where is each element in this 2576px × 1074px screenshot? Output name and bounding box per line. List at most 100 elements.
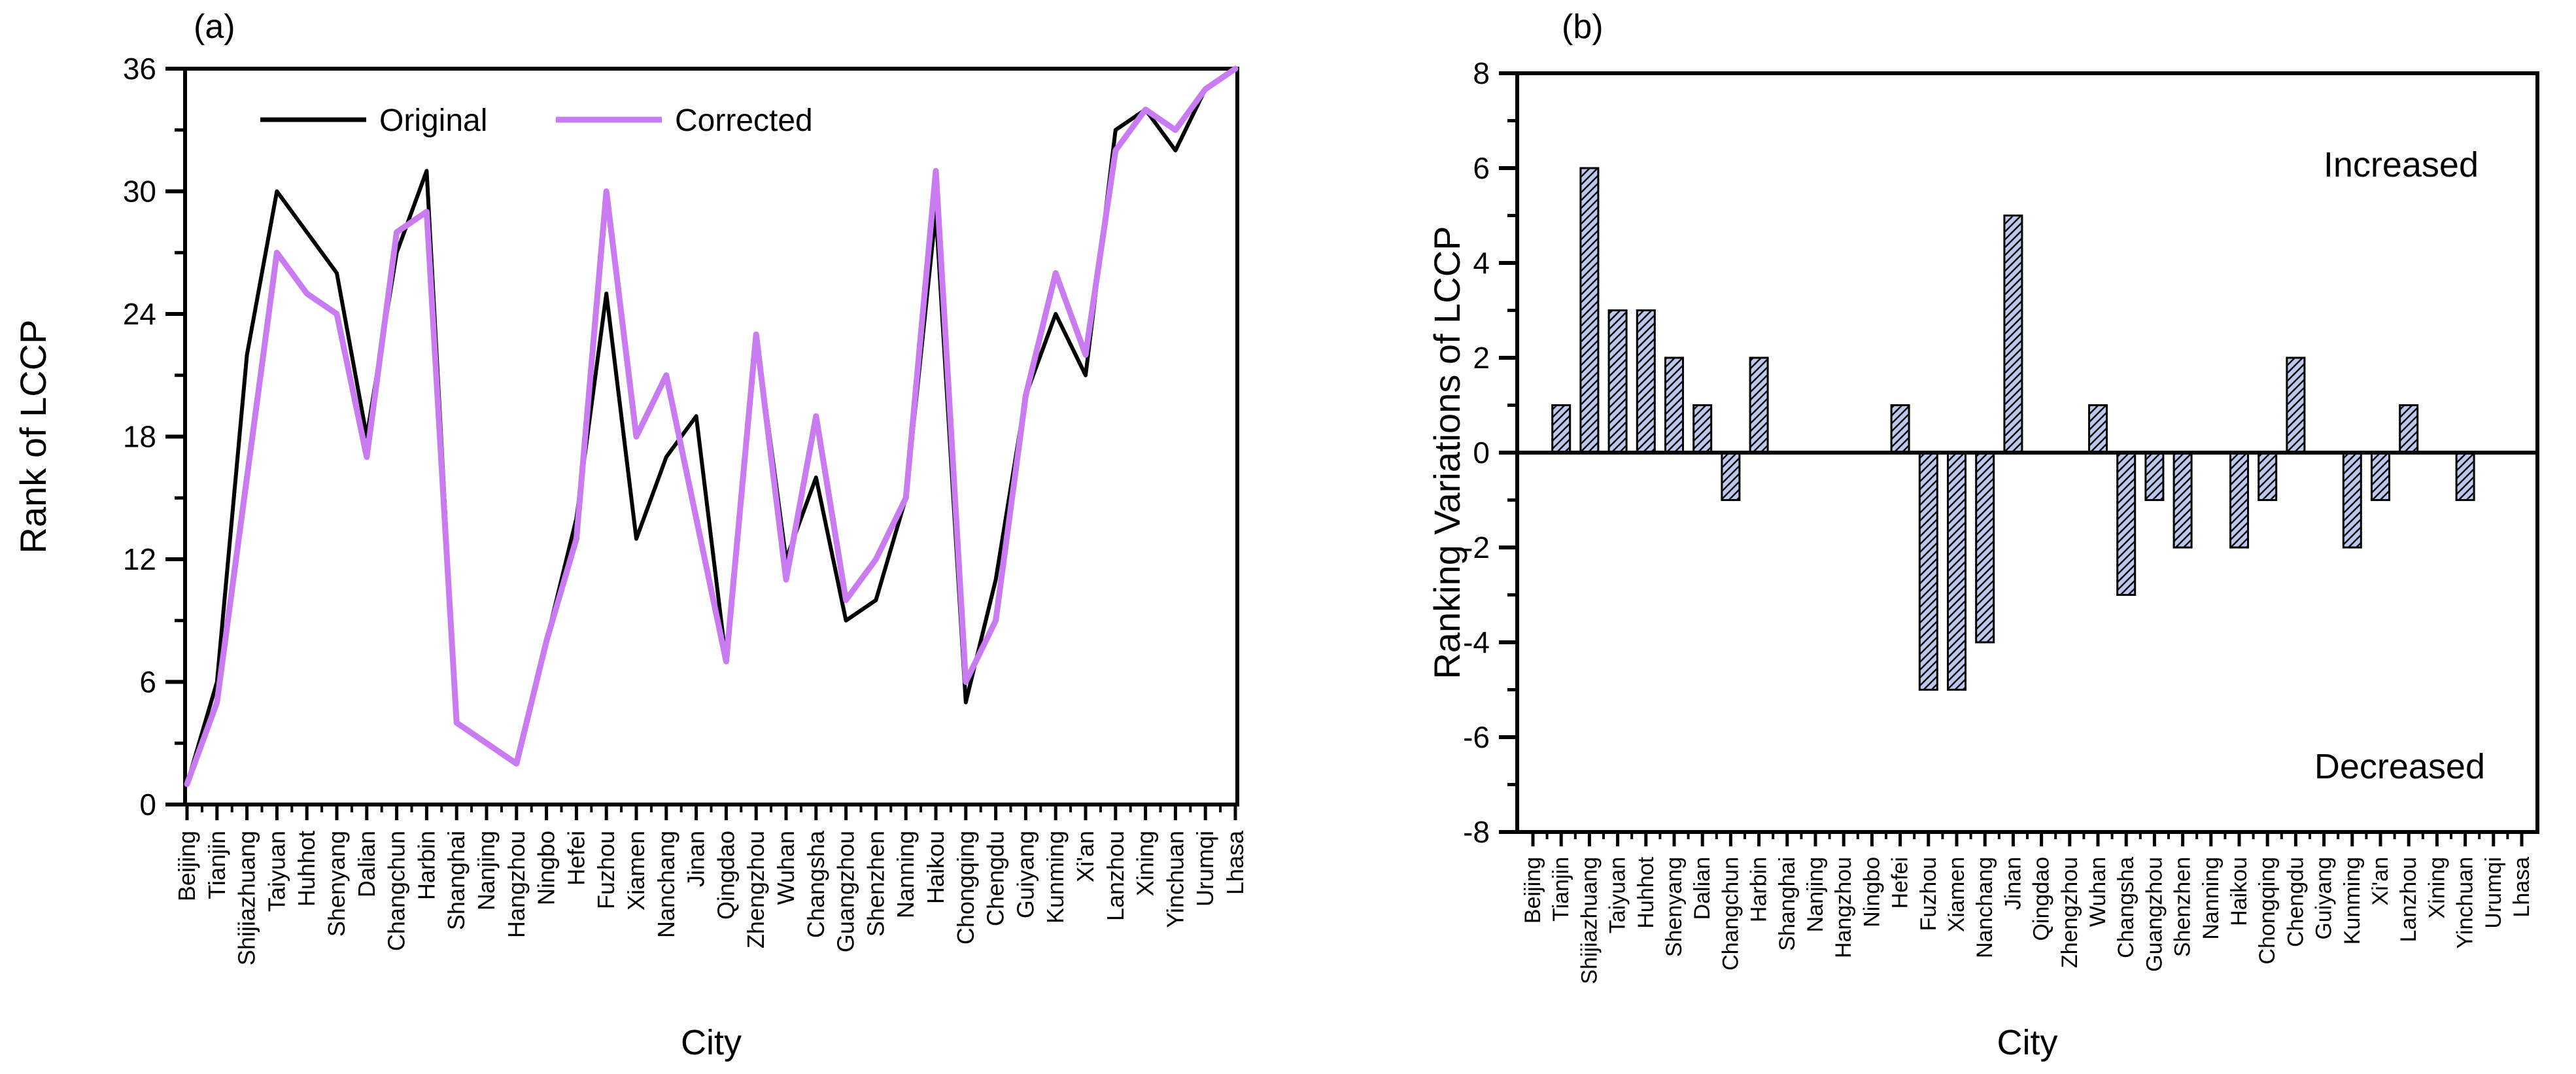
panel-a: 0 6 12 18 24 30 36 Beijing Tianjin Shijiazhuang Ta… <box>12 8 1248 1062</box>
x-axis-city-label: Nanchang <box>1972 857 1997 958</box>
x-axis-city-label: Hefei <box>562 831 589 886</box>
x-axis-city-label: Lanzhou <box>1102 831 1129 921</box>
x-axis-city-label: Zhengzhou <box>2057 857 2082 968</box>
x-axis-city-label: Beijing <box>173 831 200 901</box>
variation-bar-hatch <box>1551 404 1571 454</box>
y-axis-tick-label: 8 <box>1473 56 1490 90</box>
x-axis-city-label: Qingdao <box>2029 857 2054 941</box>
variation-bar-hatch <box>2003 215 2023 454</box>
x-axis-city-label: Changchun <box>1718 857 1743 971</box>
panel-b-y-axis-title: Ranking Variations of LCCP <box>1426 226 1468 679</box>
x-axis-city-label: Haikou <box>922 831 949 904</box>
variation-bar-hatch <box>1579 167 1600 454</box>
x-axis-city-label: Xiamen <box>1944 857 1969 932</box>
y-axis-tick-label: 12 <box>123 542 156 576</box>
x-axis-city-label: Urumqi <box>1192 831 1218 907</box>
y-axis-tick-label: 6 <box>139 665 156 699</box>
x-axis-city-label: Yinchuan <box>2453 857 2478 949</box>
x-axis-city-label: Shenyang <box>1662 857 1687 957</box>
x-axis-city-label: Lhasa <box>2509 857 2534 918</box>
panel-b-tag: (b) <box>1562 8 1604 46</box>
x-axis-city-label: Tianjin <box>1549 857 1573 922</box>
x-axis-city-label: Xiamen <box>623 831 649 910</box>
x-axis-city-label: Nanning <box>2199 857 2224 940</box>
panel-a-x-axis-title: City <box>681 1023 742 1062</box>
x-axis-city-label: Chengdu <box>982 831 1009 926</box>
y-axis-tick-label: -2 <box>1463 530 1490 564</box>
x-axis-city-label: Yinchuan <box>1161 831 1188 928</box>
variation-bar-hatch <box>1890 404 1910 454</box>
variation-bar-hatch <box>2286 356 2306 454</box>
variation-bar-hatch <box>2229 451 2249 549</box>
x-axis-city-label: Urumqi <box>2481 857 2506 929</box>
variation-bar-hatch <box>1636 309 1656 454</box>
x-axis-city-label: Changchun <box>383 831 410 951</box>
x-axis-city-label: Wuhan <box>772 831 799 905</box>
x-axis-city-label: Qingdao <box>712 831 739 920</box>
x-axis-city-label: Haikou <box>2227 857 2252 926</box>
x-axis-city-label: Changsha <box>802 830 829 938</box>
x-axis-city-label: Nanning <box>892 831 919 918</box>
decreased-annotation: Decreased <box>2314 747 2485 786</box>
variation-bar-hatch <box>2116 451 2137 596</box>
x-axis-city-label: Kunming <box>2340 857 2365 944</box>
y-axis-tick-label: 0 <box>1473 436 1490 470</box>
x-axis-city-label: Lanzhou <box>2396 857 2421 942</box>
y-axis-tick-label: 2 <box>1473 341 1490 375</box>
x-axis-city-label: Nanjing <box>1803 857 1828 932</box>
x-axis-city-label: Fuzhou <box>592 831 619 909</box>
x-axis-city-label: Shijiazhuang <box>1577 857 1602 984</box>
panel-a-y-axis-title: Rank of LCCP <box>12 320 54 554</box>
x-axis-city-label: Nanjing <box>473 831 500 910</box>
variation-bar-hatch <box>1664 356 1684 454</box>
variation-bar-hatch <box>1749 356 1769 454</box>
x-axis-city-label: Kunming <box>1042 831 1069 924</box>
x-axis-city-label: Ningbo <box>533 831 560 905</box>
x-axis-city-label: Fuzhou <box>1916 857 1941 931</box>
variation-bar-hatch <box>1721 451 1741 501</box>
x-axis-city-label: Hangzhou <box>503 831 530 938</box>
x-axis-city-label: Shenzhen <box>862 831 889 937</box>
y-axis-tick-label: 0 <box>139 788 156 822</box>
x-axis-city-label: Hangzhou <box>1831 857 1856 958</box>
x-axis-city-label: Xi'an <box>2368 857 2393 906</box>
y-axis-tick-label: 30 <box>123 175 156 209</box>
y-axis-tick-label: 18 <box>123 420 156 454</box>
x-axis-city-label: Dalian <box>1690 857 1715 920</box>
y-axis-tick-label: 24 <box>123 297 156 331</box>
variation-bar-hatch <box>2088 404 2108 454</box>
x-axis-city-label: Harbin <box>413 831 439 900</box>
x-axis-city-label: Ningbo <box>1859 857 1884 927</box>
x-axis-city-label: Guiyang <box>2312 857 2337 940</box>
original-line-series <box>185 67 1237 786</box>
x-axis-city-label: Tianjin <box>203 831 230 899</box>
x-axis-city-label: Shanghai <box>1775 857 1800 951</box>
variation-bar-hatch <box>2258 451 2278 501</box>
y-axis-tick-label: -4 <box>1463 625 1490 659</box>
y-axis-tick-label: 4 <box>1473 246 1490 280</box>
x-axis-city-label: Harbin <box>1747 857 1772 922</box>
variation-bar-hatch <box>2399 404 2419 454</box>
x-axis-city-label: Jinan <box>2001 857 2025 910</box>
x-axis-city-label: Dalian <box>353 831 380 897</box>
y-axis-tick-label: 6 <box>1473 151 1490 185</box>
variation-bar-hatch <box>1975 451 1995 644</box>
x-axis-city-label: Taiyuan <box>263 831 290 912</box>
x-axis-city-label: Chongqing <box>952 831 979 944</box>
variation-bar-hatch <box>2455 451 2475 501</box>
legend-corrected-label: Corrected <box>675 103 813 138</box>
x-axis-city-label: Taiyuan <box>1606 857 1630 933</box>
x-axis-city-label: Wuhan <box>2086 857 2110 927</box>
x-axis-city-label: Shenyang <box>323 831 350 937</box>
panel-b: -8 -6 -4 -2 0 2 4 6 8 Beijing Tianjin Shijiazhuang T… <box>1426 8 2539 1062</box>
variation-bar-hatch <box>2144 451 2165 501</box>
y-axis-tick-label: 36 <box>123 52 156 86</box>
x-axis-city-label: Jinan <box>683 831 710 887</box>
variation-bar-hatch <box>1918 451 1938 691</box>
x-axis-city-label: Lhasa <box>1222 830 1248 895</box>
panel-b-x-axis-title: City <box>1997 1023 2058 1062</box>
variation-bar-hatch <box>2342 451 2362 549</box>
increased-annotation: Increased <box>2324 145 2479 184</box>
